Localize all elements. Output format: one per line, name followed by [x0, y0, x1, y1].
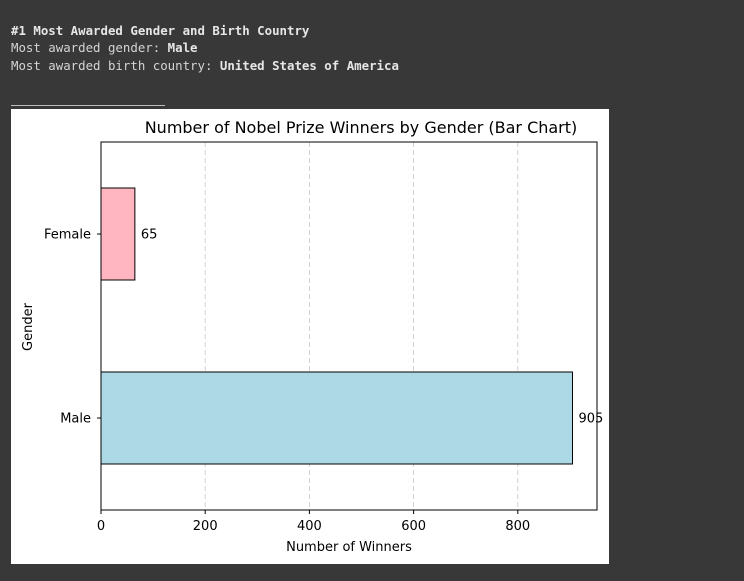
x-axis-label: Number of Winners [286, 540, 412, 555]
output-heading: #1 Most Awarded Gender and Birth Country [11, 23, 310, 38]
x-tick-label: 600 [401, 519, 426, 534]
cell-output-text: #1 Most Awarded Gender and Birth Country… [11, 22, 399, 74]
output-divider [11, 105, 165, 106]
bar-female [100, 187, 136, 281]
y-axis-label: Gender [21, 302, 36, 351]
y-tick-label: Female [44, 228, 91, 243]
bar-value-label: 905 [579, 412, 604, 427]
chart-figure: Number of Nobel Prize Winners by Gender … [11, 109, 609, 564]
bars: 905 65 [100, 187, 604, 465]
y-tick-label: Male [60, 412, 91, 427]
axis-ticks: 0 200 400 600 800 Male Female [44, 228, 530, 535]
gender-value: Male [167, 40, 198, 56]
plot-frame [100, 141, 598, 511]
x-tick-label: 0 [97, 519, 105, 534]
x-tick-label: 400 [297, 519, 322, 534]
bar-value-label: 65 [141, 228, 158, 243]
x-tick-label: 200 [193, 519, 218, 534]
country-label: Most awarded birth country: [11, 57, 220, 73]
chart-title: Number of Nobel Prize Winners by Gender … [145, 118, 578, 137]
country-value: United States of America [219, 57, 399, 73]
x-tick-label: 800 [505, 519, 530, 534]
bar-chart: Number of Nobel Prize Winners by Gender … [21, 118, 604, 555]
gender-label: Most awarded gender: [11, 40, 168, 56]
bar-male [100, 371, 574, 465]
